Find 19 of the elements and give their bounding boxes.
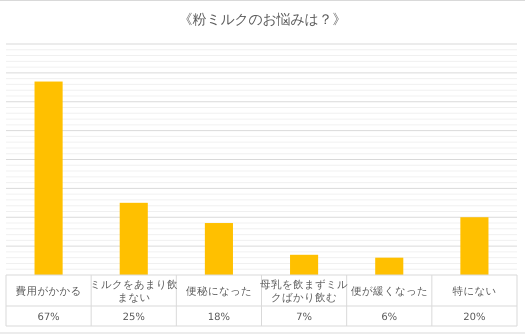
data-label: 25% xyxy=(122,312,145,323)
data-label: 67% xyxy=(37,312,60,323)
bar xyxy=(34,82,63,275)
x-tick-label: 特にない xyxy=(452,286,496,298)
x-tick-label: 費用がかかる xyxy=(16,284,82,298)
data-label: 18% xyxy=(208,312,230,323)
bar xyxy=(290,254,318,275)
x-tick-label: 母乳を飲まずミルクばかり飲む xyxy=(260,278,348,304)
data-label: 6% xyxy=(381,312,398,323)
x-tick-label: ミルクをあまり飲まない xyxy=(90,279,178,304)
data-label: 7% xyxy=(296,312,312,323)
data-label: 20% xyxy=(463,312,486,323)
x-tick-label: 便秘になった xyxy=(186,286,252,298)
bar xyxy=(375,258,404,275)
bar xyxy=(120,202,148,275)
chart-title: 《粉ミルクのお悩みは？》 xyxy=(178,12,346,28)
bar xyxy=(460,217,488,275)
bar xyxy=(204,223,233,275)
x-tick-label: 便が緩くなった xyxy=(350,286,428,298)
